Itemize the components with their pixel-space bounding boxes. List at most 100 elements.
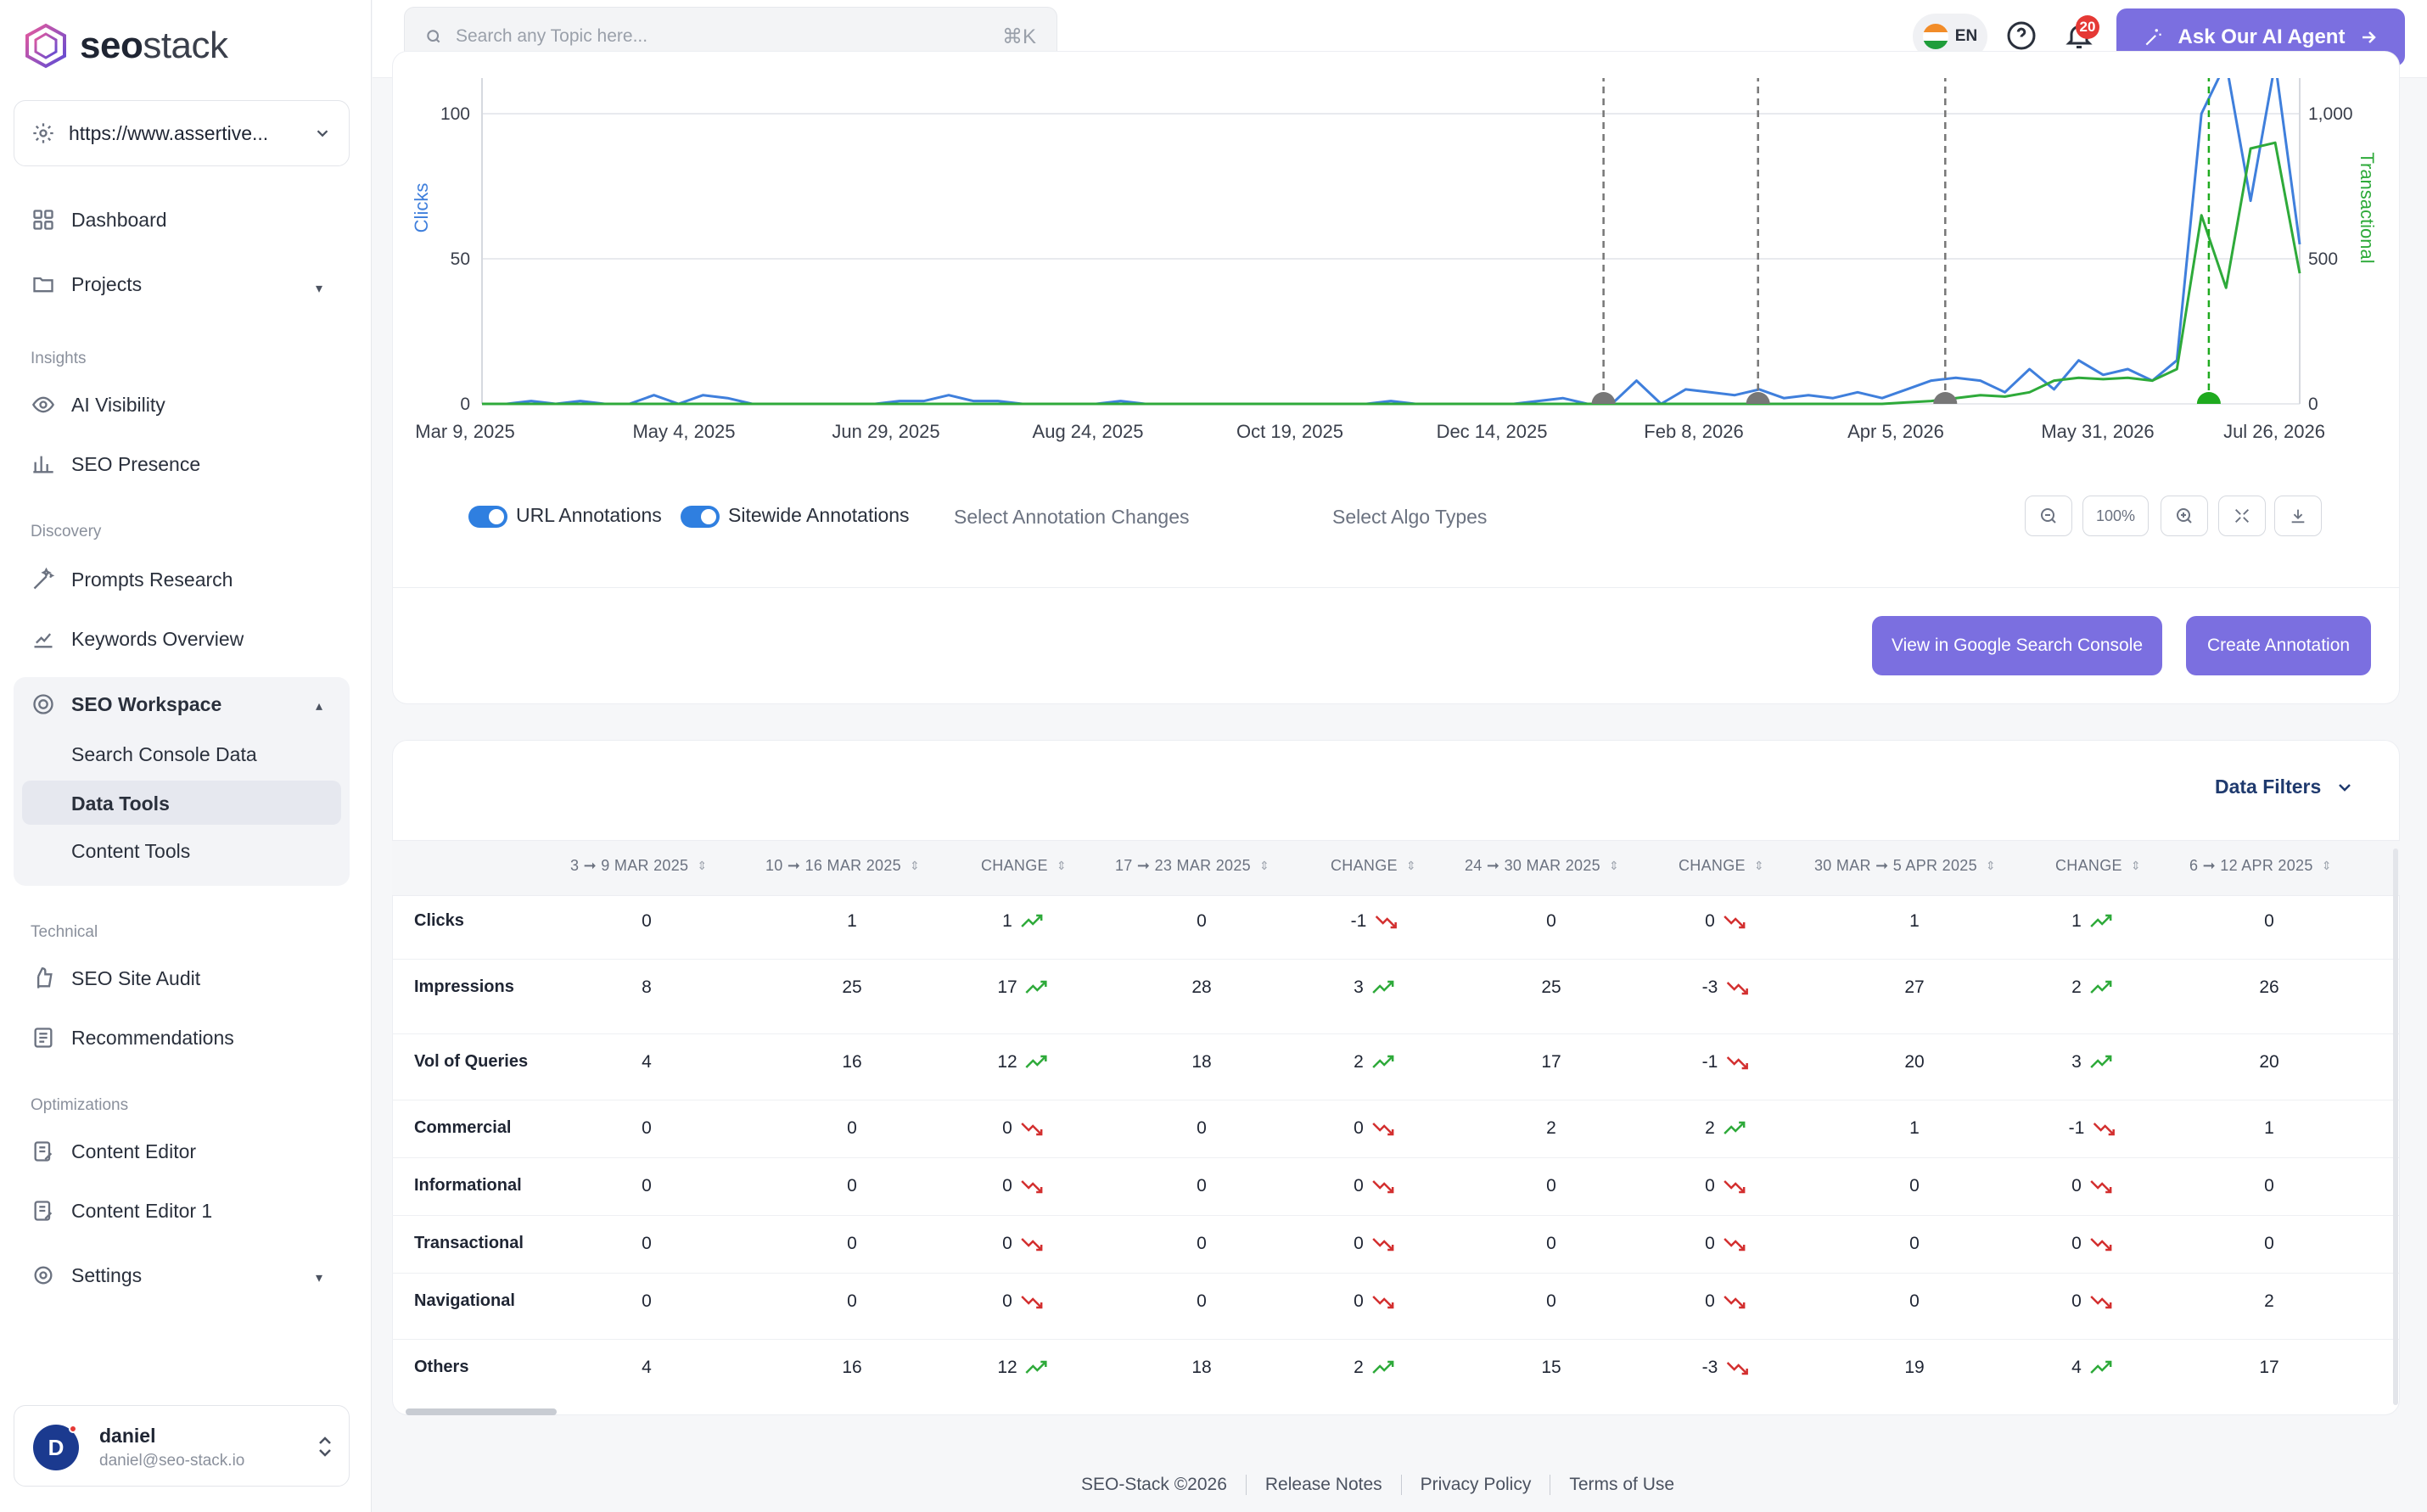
table-cell: 12 [997, 1052, 1049, 1072]
trend-up-icon [1020, 914, 1043, 927]
workspace-caret-icon[interactable]: ▴ [316, 699, 323, 714]
nav-dashboard[interactable]: Dashboard [31, 207, 167, 232]
trend-down-icon [1723, 916, 1746, 929]
cell-value: 1 [1909, 1118, 1920, 1138]
nav-data-tools-active-bg [22, 781, 341, 825]
table-cell: 17 [997, 977, 1049, 998]
nav-recommendations[interactable]: Recommendations [31, 1025, 234, 1050]
cell-value: 18 [1191, 1052, 1212, 1072]
column-header[interactable]: CHANGE ⇕ [981, 857, 1067, 875]
cell-value: 0 [1197, 911, 1207, 931]
cell-value: 8 [642, 977, 652, 997]
trend-down-icon [1020, 1238, 1043, 1252]
nav-content-tools[interactable]: Content Tools [71, 840, 191, 862]
cell-value: 12 [997, 1358, 1017, 1377]
table-cell: 2 [1354, 1358, 1396, 1378]
nav-prompts-research[interactable]: Prompts Research [31, 567, 233, 592]
cell-value: 0 [1546, 1234, 1556, 1253]
column-header[interactable]: CHANGE ⇕ [2055, 857, 2141, 875]
algo-types-select[interactable]: Select Algo Types [1332, 506, 1488, 528]
column-header[interactable]: 24 ➞ 30 MAR 2025 ⇕ [1465, 857, 1619, 875]
y2-tick-label: 500 [2308, 249, 2338, 269]
nav-seo-site-audit[interactable]: SEO Site Audit [31, 966, 200, 991]
cell-value: 0 [1002, 1118, 1012, 1138]
column-header[interactable]: CHANGE ⇕ [1331, 857, 1416, 875]
column-header[interactable]: 3 ➞ 9 MAR 2025 ⇕ [570, 857, 707, 875]
nav-seo-presence[interactable]: SEO Presence [31, 451, 200, 477]
table-cell: 25 [842, 977, 861, 998]
zoom-in-button[interactable] [2161, 496, 2208, 536]
column-header-label: CHANGE [1679, 857, 1746, 874]
download-button[interactable] [2274, 496, 2322, 536]
table-cell: 0 [1546, 911, 1556, 932]
cell-value: 0 [847, 1234, 857, 1253]
table-cell: 0 [642, 1291, 652, 1312]
data-filters-button[interactable]: Data Filters [2215, 776, 2355, 798]
table-cell: -3 [1702, 977, 1751, 998]
cell-value: 2 [2264, 1291, 2274, 1311]
language-code: EN [1954, 27, 1978, 45]
column-header[interactable]: 10 ➞ 16 MAR 2025 ⇕ [765, 857, 920, 875]
user-profile[interactable]: D daniel daniel@seo-stack.io [14, 1405, 350, 1487]
row-label: Impressions [414, 977, 514, 996]
horizontal-scrollbar[interactable] [406, 1408, 557, 1415]
nav-projects[interactable]: Projects [31, 272, 142, 297]
table-cell: 0 [1197, 1291, 1207, 1312]
thumbs-up-icon [31, 966, 56, 991]
cell-value: 2 [1354, 1358, 1364, 1377]
nav-search-console-data[interactable]: Search Console Data [71, 743, 257, 765]
trend-down-icon [1020, 1180, 1043, 1194]
settings-caret-icon[interactable]: ▾ [316, 1271, 323, 1285]
cell-value: 25 [842, 977, 862, 997]
nav-seo-workspace[interactable]: SEO Workspace [31, 692, 221, 717]
fit-screen-button[interactable] [2218, 496, 2266, 536]
cell-value: 0 [1354, 1176, 1364, 1196]
nav-content-editor[interactable]: Content Editor [31, 1139, 196, 1164]
column-header[interactable]: 30 MAR ➞ 5 APR 2025 ⇕ [1814, 857, 1996, 875]
table-cell: 0 [1354, 1291, 1396, 1312]
footer-privacy-policy[interactable]: Privacy Policy [1402, 1475, 1551, 1495]
view-gsc-button[interactable]: View in Google Search Console [1872, 616, 2162, 675]
column-header[interactable]: CHANGE ⇕ [1679, 857, 1764, 875]
sitewide-annotations-toggle[interactable] [681, 506, 720, 528]
trend-up-icon [2089, 1360, 2112, 1374]
column-header[interactable]: 6 ➞ 12 APR 2025 ⇕ [2189, 857, 2332, 875]
arrow-right-icon [2363, 31, 2377, 43]
nav-ai-visibility[interactable]: AI Visibility [31, 392, 165, 417]
table-cell: 0 [1909, 1176, 1920, 1196]
annotation-changes-select[interactable]: Select Annotation Changes [954, 506, 1190, 528]
footer-release-notes[interactable]: Release Notes [1247, 1475, 1402, 1495]
cell-value: 0 [1705, 1234, 1715, 1253]
cell-value: 0 [847, 1291, 857, 1311]
x-tick-label: Aug 24, 2025 [1033, 421, 1144, 442]
table-cell: 0 [1909, 1234, 1920, 1254]
nav-settings[interactable]: Settings [31, 1263, 142, 1288]
nav-content-editor-1[interactable]: Content Editor 1 [31, 1198, 212, 1224]
table-cell: 16 [842, 1358, 861, 1378]
performance-chart[interactable]: 0 50 100 0 500 1,000 Clicks Transactional Mar 9,… [392, 78, 2400, 468]
x-tick-label: Jun 29, 2025 [832, 421, 939, 442]
help-icon[interactable] [2006, 20, 2037, 51]
create-annotation-button[interactable]: Create Annotation [2186, 616, 2371, 675]
url-annotations-toggle[interactable] [468, 506, 507, 528]
ask-ai-agent-label: Ask Our AI Agent [2178, 25, 2346, 48]
row-divider [392, 1273, 2400, 1274]
cell-value: 0 [1354, 1234, 1364, 1253]
column-header-label: 3 ➞ 9 MAR 2025 [570, 857, 689, 874]
logo[interactable]: seostack [24, 22, 228, 70]
nav-keywords-overview[interactable]: Keywords Overview [31, 626, 244, 652]
trend-down-icon [2089, 1238, 2112, 1252]
projects-caret-icon[interactable]: ▾ [316, 282, 323, 296]
cell-value: 4 [642, 1052, 652, 1072]
column-header[interactable]: 17 ➞ 23 MAR 2025 ⇕ [1115, 857, 1270, 875]
y2-axis-title: Transactional [2357, 152, 2378, 263]
search-input[interactable] [456, 26, 989, 47]
vertical-scrollbar[interactable] [2393, 848, 2398, 1405]
nav-data-tools[interactable]: Data Tools [71, 792, 170, 815]
footer-terms-of-use[interactable]: Terms of Use [1569, 1475, 1675, 1494]
trend-up-icon [1371, 1055, 1394, 1068]
footer: SEO-Stack ©2026 Release Notes Privacy Po… [1081, 1475, 1693, 1495]
table-cell: 0 [847, 1176, 857, 1196]
zoom-out-button[interactable] [2025, 496, 2072, 536]
site-selector[interactable]: https://www.assertive... [14, 100, 350, 166]
